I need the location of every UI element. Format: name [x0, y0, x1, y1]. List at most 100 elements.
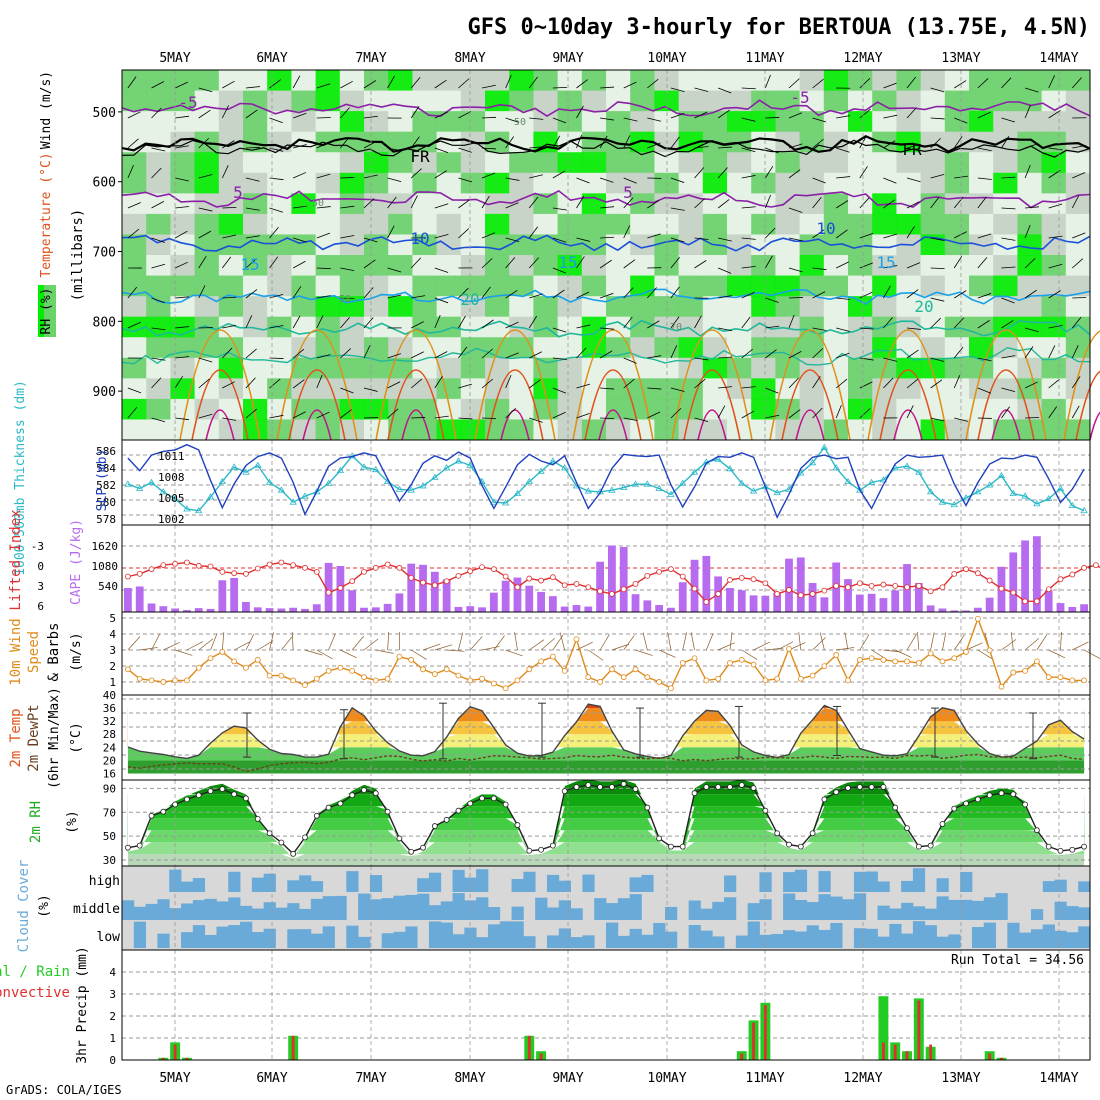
cape-bar	[655, 605, 664, 612]
cloud-bar	[299, 875, 312, 892]
y-tick-label: 28	[103, 728, 116, 741]
rh-cell	[509, 398, 534, 420]
rh-cell	[1017, 213, 1043, 235]
rh-cell	[291, 275, 317, 297]
y-axis-label-right: SLP (mb)	[95, 449, 110, 512]
wind-barb	[859, 381, 873, 389]
wind-barb	[458, 78, 470, 89]
cloud-bar	[251, 908, 265, 920]
wind-barb	[363, 80, 377, 89]
wind-barb	[953, 375, 961, 389]
rh-cell	[243, 90, 268, 112]
wind-barb	[694, 260, 707, 269]
rh-cell	[727, 111, 752, 133]
wind-barb	[694, 237, 709, 240]
y-tick-label-right: 1011	[158, 450, 185, 463]
rh2m-point	[514, 822, 521, 828]
lifted-index-point	[880, 581, 887, 588]
rh-cell	[460, 234, 486, 256]
lifted-index-point	[526, 575, 533, 582]
cape-bar	[537, 591, 545, 612]
lifted-index-point	[1010, 589, 1017, 596]
wind-barb-10m	[175, 649, 193, 656]
cloud-bar	[440, 922, 453, 948]
cloud-bar	[511, 879, 524, 892]
rh-cell	[485, 419, 510, 441]
rh-cell	[654, 316, 680, 338]
wind-barb	[363, 387, 378, 392]
wind-barb	[387, 408, 399, 419]
wind-barb	[222, 381, 236, 389]
rh-cell	[751, 275, 776, 297]
rh-cell	[243, 378, 268, 400]
rh-cell	[920, 255, 946, 277]
rh-cell	[557, 111, 583, 133]
rh-cell	[944, 111, 970, 133]
wind-barb	[883, 114, 898, 119]
rh2m-point	[490, 795, 497, 802]
thickness-point	[124, 480, 132, 487]
rh-cell	[775, 111, 801, 133]
rh-cell	[606, 213, 631, 235]
rh2m-point	[573, 784, 580, 790]
thickness-point	[490, 498, 498, 505]
wind-barb	[670, 177, 685, 183]
cape-bar	[761, 595, 770, 612]
warm-contour	[879, 369, 937, 441]
rh-cell	[243, 152, 268, 174]
rh-cell	[243, 111, 268, 133]
cloud-bar	[570, 908, 583, 920]
rh-cell	[630, 172, 655, 194]
wind-barb	[434, 415, 449, 419]
thickness-point	[620, 483, 628, 491]
rh-cell	[920, 172, 946, 194]
rh-cell	[969, 378, 994, 400]
rh-cell	[702, 152, 728, 174]
lifted-index-point	[845, 584, 851, 591]
wind-barb	[434, 297, 449, 304]
wind-barb	[340, 107, 350, 119]
thickness-point	[643, 480, 652, 487]
y-tick-label: 50	[103, 830, 116, 843]
wind-barb	[788, 237, 803, 242]
cloud-bar	[877, 905, 890, 920]
cloud-bar	[133, 906, 147, 920]
lifted-index-point	[750, 576, 757, 583]
wind-barb-10m	[682, 632, 687, 651]
rh-band	[127, 794, 1085, 859]
rh-cell	[364, 398, 389, 420]
lifted-index-point	[231, 570, 238, 577]
wind-barb-10m	[729, 632, 733, 651]
rh-cell	[799, 398, 825, 420]
cloud-bar	[417, 878, 430, 892]
y-axis-unit: (%)	[65, 810, 80, 833]
cloud-bar	[192, 878, 206, 892]
rh-cell	[194, 111, 220, 133]
rh-cell	[630, 296, 655, 318]
y-tick-label: 2	[109, 1010, 116, 1023]
wind-barb	[599, 292, 614, 299]
wind-barb-10m	[1010, 632, 1014, 651]
rh-cell	[388, 131, 413, 153]
rh-cell	[920, 111, 946, 133]
wind-barb	[623, 225, 631, 239]
rh-cell	[823, 316, 849, 338]
rh-cell	[1017, 193, 1043, 215]
x-tick-label-bottom: 13MAY	[941, 1071, 980, 1086]
rh2m-point	[1069, 846, 1076, 853]
wind-barb	[600, 86, 615, 89]
rh-cell	[388, 234, 413, 256]
rh-cell	[243, 275, 268, 297]
thickness-point	[1033, 500, 1041, 507]
warm-contour	[302, 409, 332, 441]
rh-cell	[751, 111, 776, 133]
rh-cell	[848, 90, 873, 112]
rh-cell	[557, 172, 583, 194]
wind-barb	[552, 267, 567, 274]
rh-cell	[848, 378, 873, 400]
wind-speed-point	[1010, 669, 1017, 676]
y-tick-label-right: 1620	[92, 540, 119, 553]
wind-barb	[1048, 290, 1061, 299]
y-tick-label: 24	[103, 741, 117, 754]
